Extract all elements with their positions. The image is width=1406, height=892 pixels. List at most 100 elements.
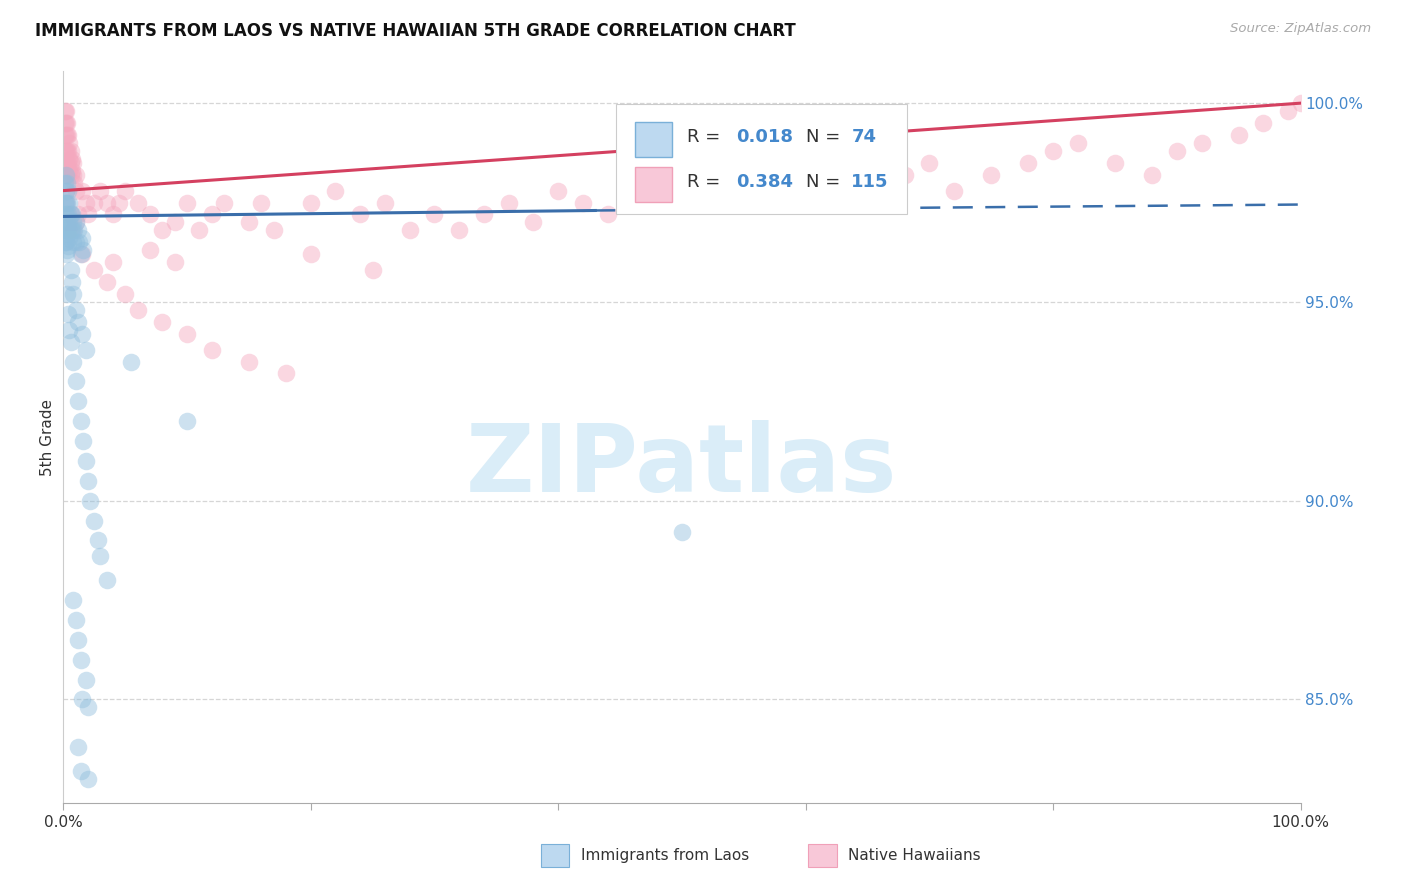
Point (1253, 116, 1275, 130)
Point (201, 343, 224, 357)
Point (55, 195, 77, 210)
Point (53, 207, 76, 221)
Point (59, 334, 82, 349)
Point (55, 128, 77, 142)
Point (59, 207, 82, 221)
Point (1104, 156, 1126, 170)
Point (62, 215, 84, 229)
Point (69, 764, 91, 778)
Point (56, 144, 79, 158)
Point (53, 128, 76, 142)
Point (53, 144, 76, 158)
Text: Native Hawaiians: Native Hawaiians (848, 848, 980, 863)
Point (59, 144, 82, 158)
Bar (541, 844, 569, 867)
Point (1289, 96, 1312, 111)
Point (77, 700, 100, 714)
Point (62, 287, 84, 301)
Point (70, 326, 93, 341)
Point (65, 613, 87, 627)
Point (87, 533, 110, 548)
Point (1042, 144, 1064, 158)
Point (58, 136, 80, 150)
Point (55, 156, 77, 170)
Point (1277, 104, 1299, 119)
Point (127, 195, 149, 210)
Point (62, 235, 84, 250)
Point (55, 168, 77, 182)
Point (325, 184, 347, 198)
Point (361, 263, 384, 277)
Point (56, 168, 79, 182)
Y-axis label: 5th Grade: 5th Grade (39, 399, 55, 475)
Point (1191, 136, 1213, 150)
Point (65, 302, 87, 317)
Point (58, 323, 80, 337)
FancyBboxPatch shape (616, 104, 907, 214)
Point (63, 176, 86, 190)
Point (83, 263, 105, 277)
Point (75, 454, 97, 468)
Point (139, 244, 162, 258)
Point (60, 163, 83, 178)
Text: R =: R = (688, 128, 725, 145)
Point (56, 215, 79, 229)
Point (75, 195, 97, 210)
Point (299, 247, 322, 261)
Point (62, 156, 84, 170)
Point (89, 549, 111, 564)
Point (60, 223, 83, 237)
Point (820, 168, 842, 182)
Point (56, 128, 79, 142)
Point (59, 223, 82, 237)
Point (58, 156, 80, 170)
Point (55, 235, 77, 250)
Point (114, 184, 136, 198)
Point (56, 156, 79, 170)
Point (212, 195, 235, 210)
Point (176, 326, 198, 341)
Point (114, 287, 136, 301)
Point (101, 255, 124, 269)
Point (56, 195, 79, 210)
Text: Source: ZipAtlas.com: Source: ZipAtlas.com (1230, 22, 1371, 36)
Point (188, 223, 211, 237)
Point (55, 195, 77, 210)
Point (58, 144, 80, 158)
Text: 115: 115 (852, 173, 889, 191)
Point (274, 367, 297, 381)
Point (596, 207, 619, 221)
Point (77, 772, 100, 786)
Point (1017, 156, 1039, 170)
Point (70, 247, 93, 261)
Point (58, 128, 80, 142)
Point (55, 184, 77, 198)
Point (72, 244, 94, 258)
Point (79, 493, 101, 508)
Point (423, 207, 446, 221)
Point (472, 207, 495, 221)
Bar (636, 122, 672, 157)
Point (58, 152, 80, 166)
Point (645, 184, 668, 198)
Point (893, 168, 915, 182)
Point (58, 307, 80, 321)
Point (918, 156, 941, 170)
Point (53, 223, 76, 237)
Point (108, 195, 131, 210)
Point (238, 354, 260, 368)
Point (176, 195, 198, 210)
Point (58, 163, 80, 178)
Point (65, 375, 87, 389)
Text: 74: 74 (852, 128, 876, 145)
Point (70, 692, 93, 706)
Point (58, 215, 80, 229)
Point (59, 156, 82, 170)
Point (96, 275, 118, 289)
Point (201, 207, 224, 221)
Text: N =: N = (806, 128, 845, 145)
Point (67, 207, 90, 221)
Point (53, 104, 76, 119)
Point (55, 207, 77, 221)
Point (56, 244, 79, 258)
